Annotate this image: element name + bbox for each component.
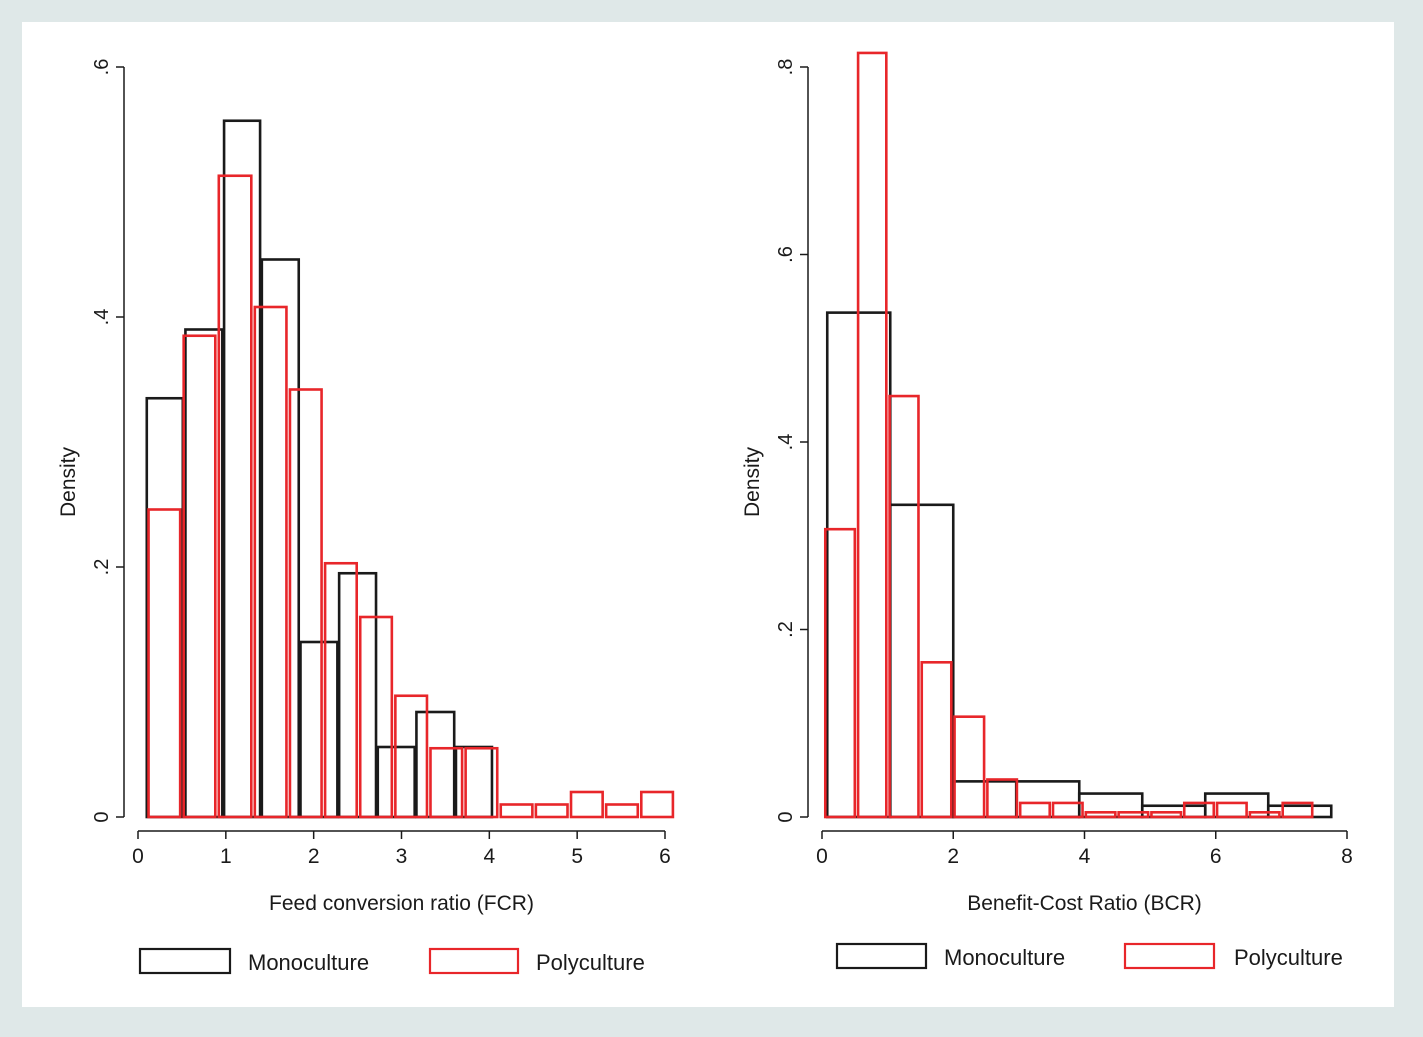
y-tick-label: .4	[91, 309, 113, 326]
x-axis-title: Benefit-Cost Ratio (BCR)	[967, 892, 1202, 915]
legend-swatch-polyculture	[1123, 942, 1216, 970]
bar-polyculture-6	[986, 778, 1019, 819]
x-tick-label: 2	[308, 845, 320, 868]
y-tick-label: .2	[775, 621, 797, 638]
bar-monoculture-4	[260, 258, 301, 819]
bar-polyculture-10	[1117, 811, 1150, 819]
bar-polyculture-4	[253, 305, 288, 819]
bar-polyculture-8	[1051, 801, 1084, 819]
bar-polyculture-7	[1018, 801, 1052, 819]
bar-polyculture-13	[569, 790, 604, 819]
bar-monoculture-4	[1014, 780, 1081, 819]
x-tick-label: 1	[220, 845, 232, 868]
x-tick-label: 3	[396, 845, 408, 868]
bar-polyculture-11	[1150, 811, 1183, 819]
legend-swatch-monoculture	[138, 947, 232, 975]
x-tick-label: 5	[571, 845, 583, 868]
bar-polyculture-9	[429, 746, 464, 819]
x-tick-label: 0	[816, 845, 828, 868]
y-tick-label: .6	[91, 59, 113, 76]
legend-label-polyculture: Polyculture	[536, 950, 645, 975]
legend-label-monoculture: Monoculture	[944, 945, 1065, 970]
bar-monoculture-1	[145, 396, 185, 819]
bar-polyculture-5	[288, 388, 323, 819]
y-tick-label: .4	[775, 434, 797, 451]
x-tick-label: 6	[1210, 845, 1222, 868]
y-tick-label: .8	[775, 59, 797, 76]
bar-monoculture-8	[415, 710, 456, 819]
bar-monoculture-5	[299, 640, 339, 819]
bar-polyculture-14	[1248, 811, 1281, 819]
bar-polyculture-6	[323, 561, 359, 819]
y-axis-title: Density	[57, 446, 80, 517]
y-tick-label: 0	[91, 811, 113, 822]
x-tick-label: 0	[132, 845, 144, 868]
bar-monoculture-2	[184, 328, 224, 819]
bar-polyculture-9	[1084, 811, 1117, 819]
bar-polyculture-1	[823, 527, 857, 819]
bar-polyculture-14	[604, 803, 640, 819]
bar-polyculture-10	[464, 746, 499, 819]
bar-polyculture-1	[147, 508, 182, 819]
bar-polyculture-4	[920, 661, 953, 819]
legend-label-polyculture: Polyculture	[1234, 945, 1343, 970]
y-axis-title: Density	[741, 446, 764, 517]
chart-1: 0 .2 .4 .6 Density 0 1 2 3 4 5 6 Feed conversion rat…	[57, 59, 675, 975]
figure-svg: 0 .2 .4 .6 Density 0 1 2 3 4 5 6 Feed conversion rat…	[57, 51, 1353, 975]
bar-polyculture-3	[217, 174, 253, 819]
bar-polyculture-2	[182, 334, 217, 819]
bar-polyculture-11	[499, 803, 534, 819]
bar-polyculture-3	[888, 394, 920, 819]
bar-polyculture-8	[394, 694, 429, 819]
y-tick-label: .2	[91, 559, 113, 576]
chart-2: 0 .2 .4 .6 .8 Density 0 2 4 6 8 Benefit-Cost Ratio …	[741, 51, 1353, 970]
bar-polyculture-15	[639, 790, 675, 819]
x-tick-label: 4	[1079, 845, 1091, 868]
x-tick-label: 2	[947, 845, 959, 868]
bar-polyculture-5	[953, 715, 986, 819]
x-tick-label: 8	[1341, 845, 1353, 868]
bar-polyculture-12	[1182, 801, 1216, 819]
x-tick-label: 6	[659, 845, 671, 868]
bar-polyculture-15	[1281, 801, 1314, 819]
legend-label-monoculture: Monoculture	[248, 950, 369, 975]
x-axis-title: Feed conversion ratio (FCR)	[269, 892, 534, 915]
y-tick-label: .6	[775, 246, 797, 263]
legend-swatch-monoculture	[835, 942, 928, 970]
figure-panel: 0 .2 .4 .6 Density 0 1 2 3 4 5 6 Feed conversion rat…	[22, 22, 1394, 1007]
bar-polyculture-13	[1215, 801, 1248, 819]
bar-polyculture-7	[358, 615, 394, 819]
bar-polyculture-2	[856, 51, 888, 819]
bar-polyculture-12	[534, 803, 569, 819]
x-tick-label: 4	[483, 845, 495, 868]
legend-swatch-polyculture	[428, 947, 520, 975]
y-tick-label: 0	[775, 811, 797, 822]
